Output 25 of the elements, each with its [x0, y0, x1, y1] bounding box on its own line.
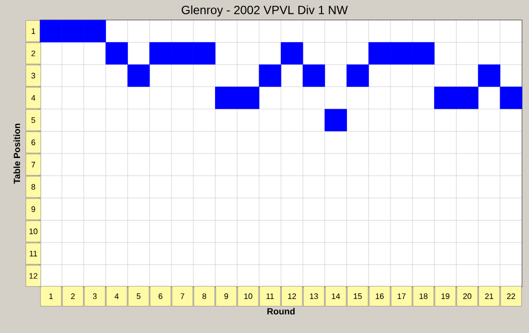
point [258, 64, 282, 87]
point [280, 42, 304, 65]
point [324, 108, 347, 132]
point [434, 86, 456, 110]
point [478, 64, 500, 87]
point [215, 86, 238, 110]
point [193, 42, 216, 65]
y-axis-title: Table Position [14, 124, 20, 184]
point [236, 86, 260, 110]
x-axis-title: Round [267, 308, 295, 315]
point [302, 64, 326, 87]
point [62, 20, 84, 42]
point [390, 42, 413, 65]
point [412, 42, 435, 65]
point [368, 42, 391, 65]
point [171, 42, 194, 65]
point [106, 42, 128, 65]
point [40, 20, 62, 42]
point [456, 86, 478, 110]
point [346, 64, 369, 87]
point [500, 86, 522, 110]
point [149, 42, 172, 65]
point [127, 64, 150, 87]
point [84, 20, 106, 42]
chart-title: Glenroy - 2002 VPVL Div 1 NW [182, 5, 348, 17]
